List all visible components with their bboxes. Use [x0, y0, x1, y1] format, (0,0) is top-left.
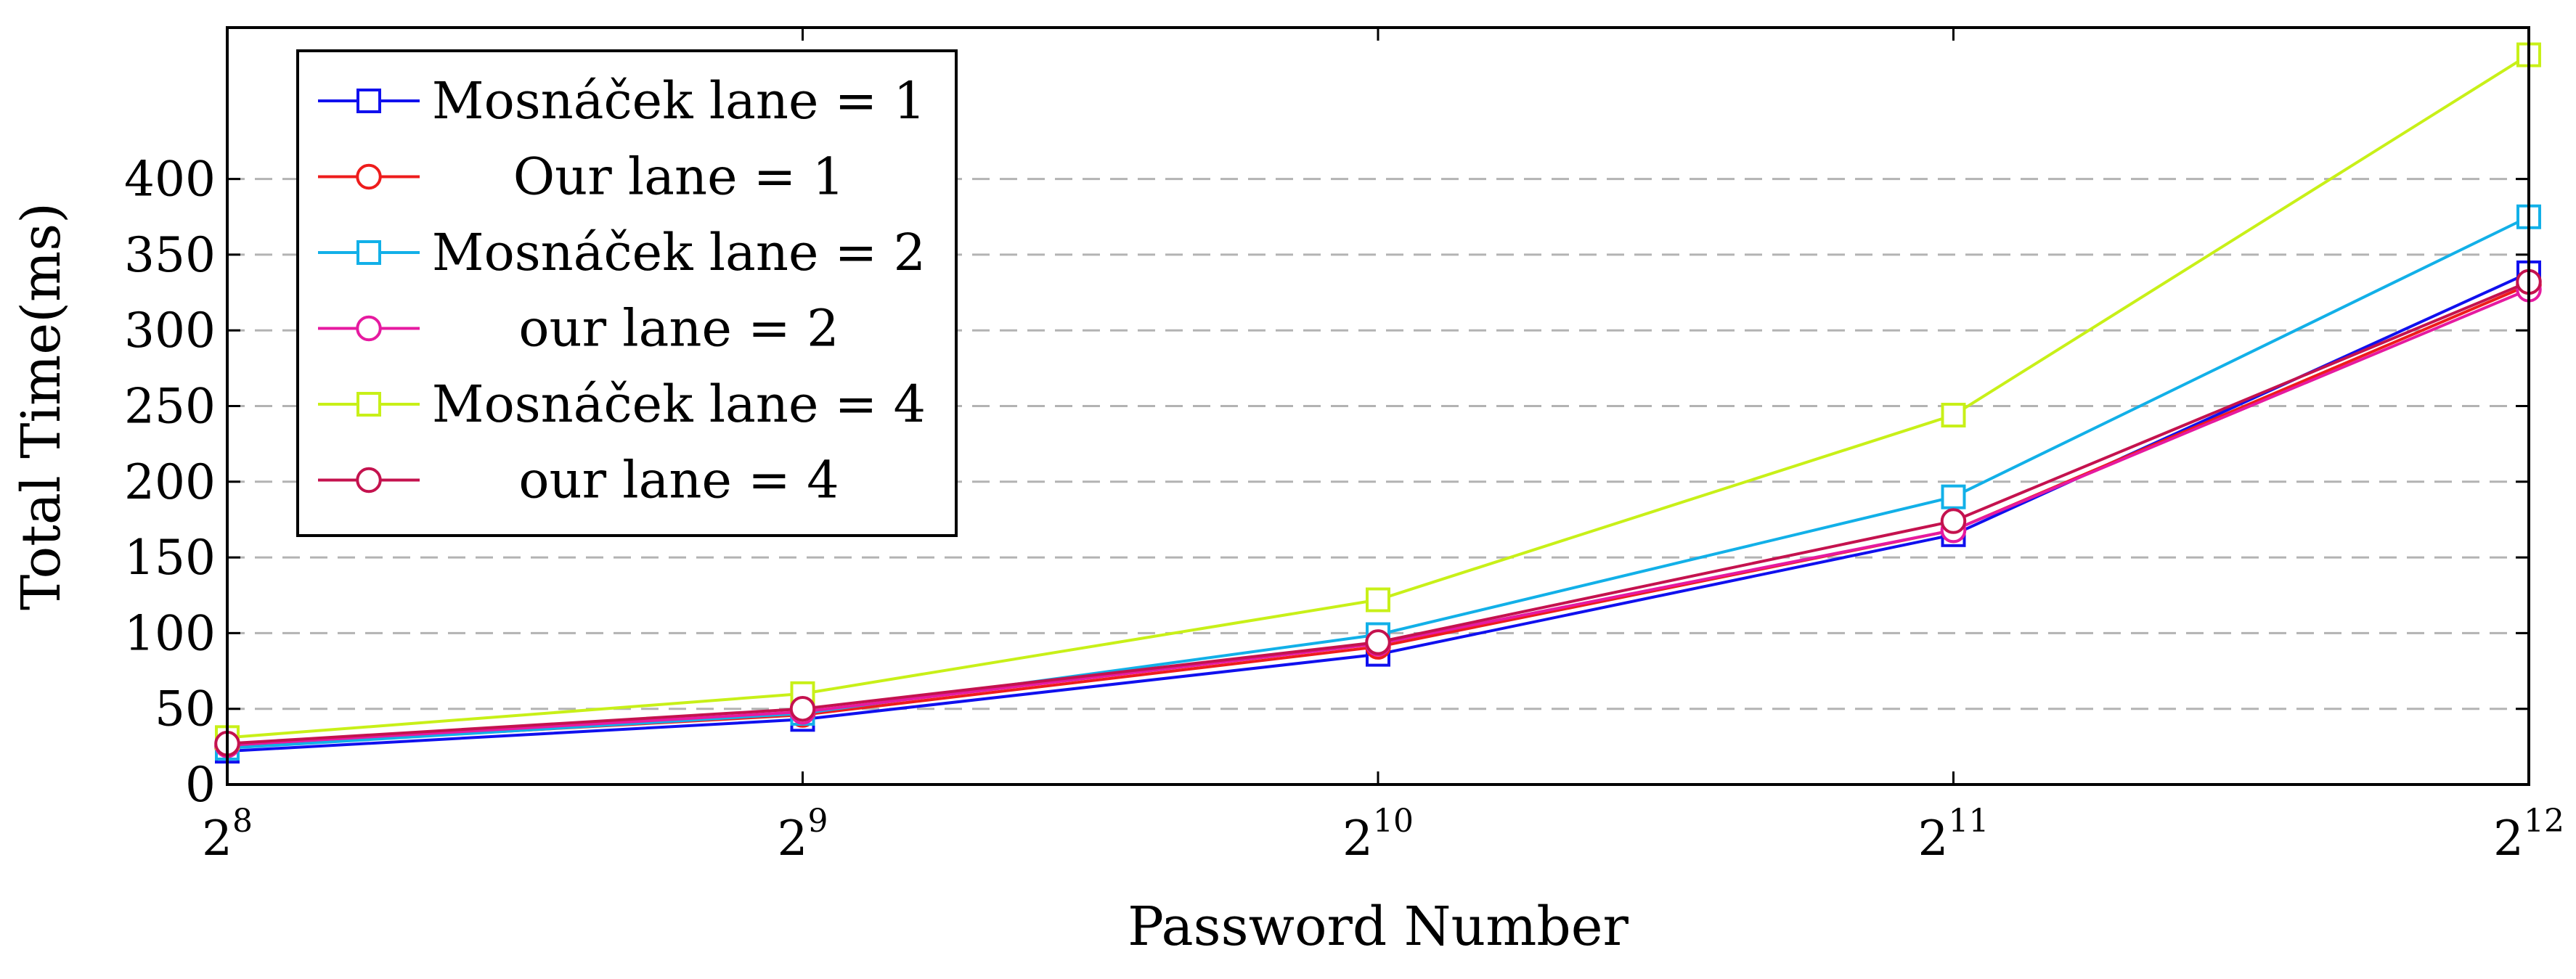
legend-item: Our lane = 1 — [318, 147, 844, 207]
legend-frame — [296, 49, 958, 537]
axis-ticks: 0 50 100 150 200 250 300 350 400 28 29 210 211 212 — [124, 28, 2564, 867]
y-tick-label: 150 — [124, 530, 216, 586]
y-tick-label: 250 — [124, 379, 216, 435]
legend-item: Mosnáček lane = 2 — [318, 223, 926, 282]
legend-swatch-marker — [356, 392, 381, 417]
legend-swatch-marker — [356, 240, 381, 265]
legend-label: Mosnáček lane = 2 — [432, 223, 926, 282]
data-point — [1365, 629, 1391, 655]
legend-item: our lane = 4 — [318, 451, 839, 510]
data-point — [1941, 403, 1966, 428]
x-tick-label: 210 — [1342, 803, 1414, 867]
x-tick-label: 28 — [202, 803, 253, 867]
data-point — [1940, 508, 1967, 534]
x-tick-label: 212 — [2493, 803, 2564, 867]
y-axis-label: Total Time(ms) — [10, 202, 73, 610]
data-point — [1941, 484, 1966, 509]
legend-swatch-marker — [356, 89, 381, 113]
y-tick-label: 200 — [124, 454, 216, 510]
legend-item: our lane = 2 — [318, 299, 839, 359]
legend-label: Mosnáček lane = 1 — [432, 71, 926, 131]
y-tick-label: 350 — [124, 227, 216, 283]
legend-item: Mosnáček lane = 1 — [318, 71, 926, 131]
legend-label: Our lane = 1 — [513, 147, 845, 207]
legend-item: Mosnáček lane = 4 — [318, 374, 926, 434]
x-axis-label: Password Number — [1128, 896, 1629, 958]
legend-label: our lane = 2 — [518, 299, 839, 359]
legend-swatch-marker — [356, 163, 382, 190]
legend-swatch-marker — [356, 315, 382, 342]
x-tick-label: 29 — [778, 803, 828, 867]
data-point — [789, 695, 816, 722]
legend: Mosnáček lane = 1 Our lane = 1 Mosnáček la… — [296, 49, 958, 537]
x-tick-label: 211 — [1918, 803, 1989, 867]
grid-lines — [227, 178, 2529, 710]
y-tick-label: 50 — [155, 681, 216, 737]
y-tick-label: 0 — [185, 757, 216, 813]
data-point — [1366, 587, 1390, 613]
legend-swatch-marker — [356, 467, 382, 493]
y-tick-label: 100 — [124, 605, 216, 661]
y-tick-label: 300 — [124, 303, 216, 359]
legend-label: our lane = 4 — [518, 451, 839, 510]
y-tick-label: 400 — [124, 152, 216, 208]
legend-label: Mosnáček lane = 4 — [432, 374, 926, 434]
